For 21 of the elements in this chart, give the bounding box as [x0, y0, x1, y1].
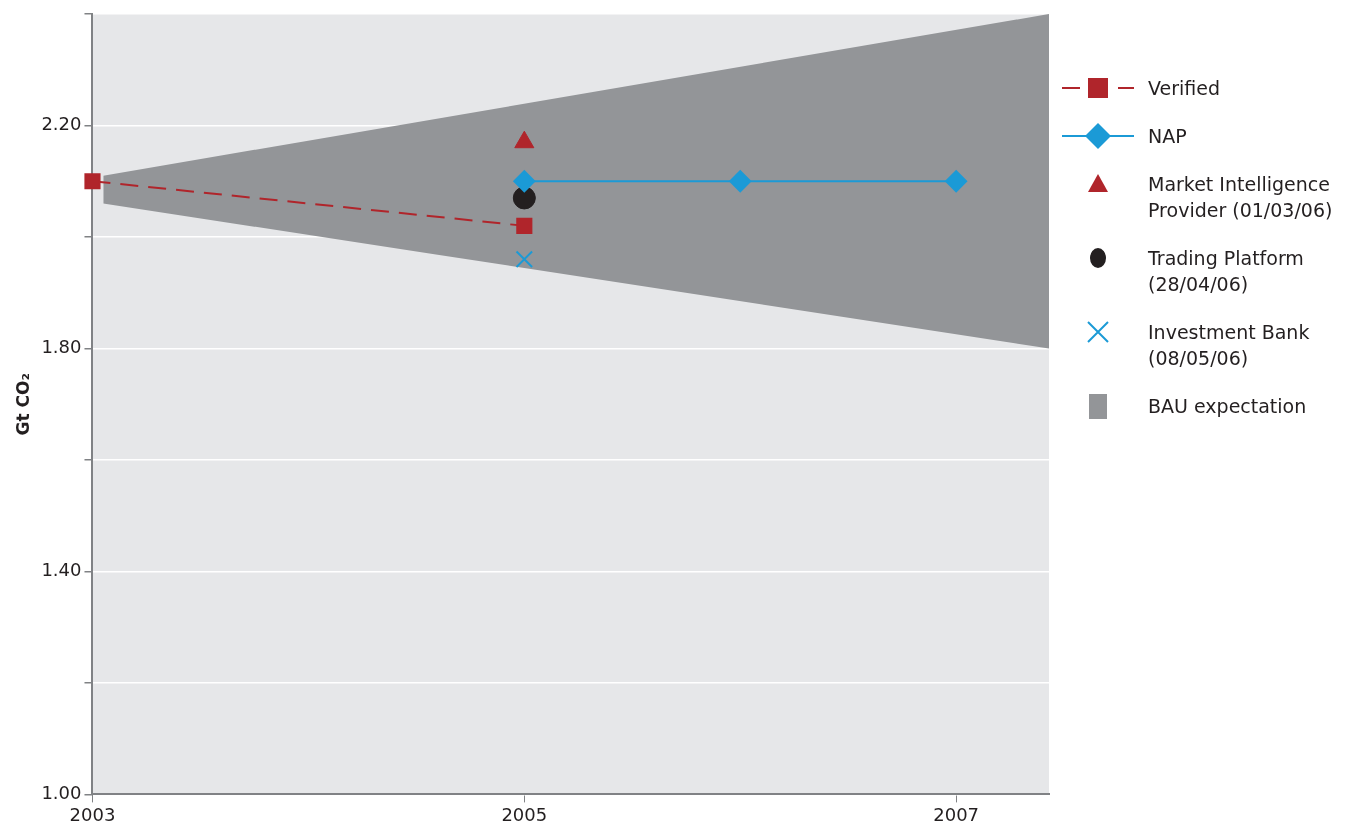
- point: [512, 186, 536, 210]
- legend-label: Market Intelligence Provider (01/03/06): [1148, 172, 1334, 223]
- y-tick-label: 1.40: [41, 559, 82, 581]
- x-tick-label: 2007: [933, 803, 980, 825]
- y-tick-label: 1.80: [41, 336, 82, 358]
- y-axis-title: Gt CO₂: [12, 373, 33, 436]
- legend-label: Investment Bank (08/05/06): [1148, 320, 1311, 371]
- y-tick-label: 2.20: [41, 113, 82, 135]
- legend-label: Verified: [1148, 76, 1221, 101]
- point: [84, 173, 101, 190]
- legend-label: NAP: [1148, 124, 1187, 149]
- x-tick-label: 2005: [501, 803, 548, 825]
- point: [945, 170, 968, 193]
- point: [513, 170, 536, 193]
- legend-label: BAU expectation: [1148, 394, 1307, 419]
- y-tick-label: 1.00: [41, 782, 82, 804]
- point: [729, 170, 752, 193]
- legend-label: Trading Platform (28/04/06): [1148, 246, 1305, 297]
- point: [515, 250, 534, 269]
- x-tick-label: 2003: [69, 803, 116, 825]
- point: [516, 217, 533, 234]
